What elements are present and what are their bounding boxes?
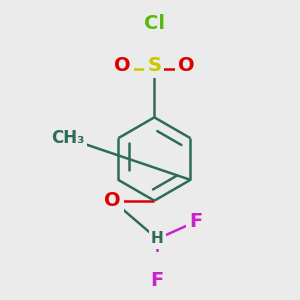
Text: O: O [178, 56, 194, 75]
Text: Cl: Cl [144, 14, 165, 32]
Text: S: S [147, 56, 161, 75]
Text: O: O [114, 56, 131, 75]
Text: O: O [104, 191, 121, 210]
Text: F: F [151, 271, 164, 290]
Text: CH₃: CH₃ [51, 129, 84, 147]
Text: H: H [151, 231, 164, 246]
Text: F: F [189, 212, 203, 231]
